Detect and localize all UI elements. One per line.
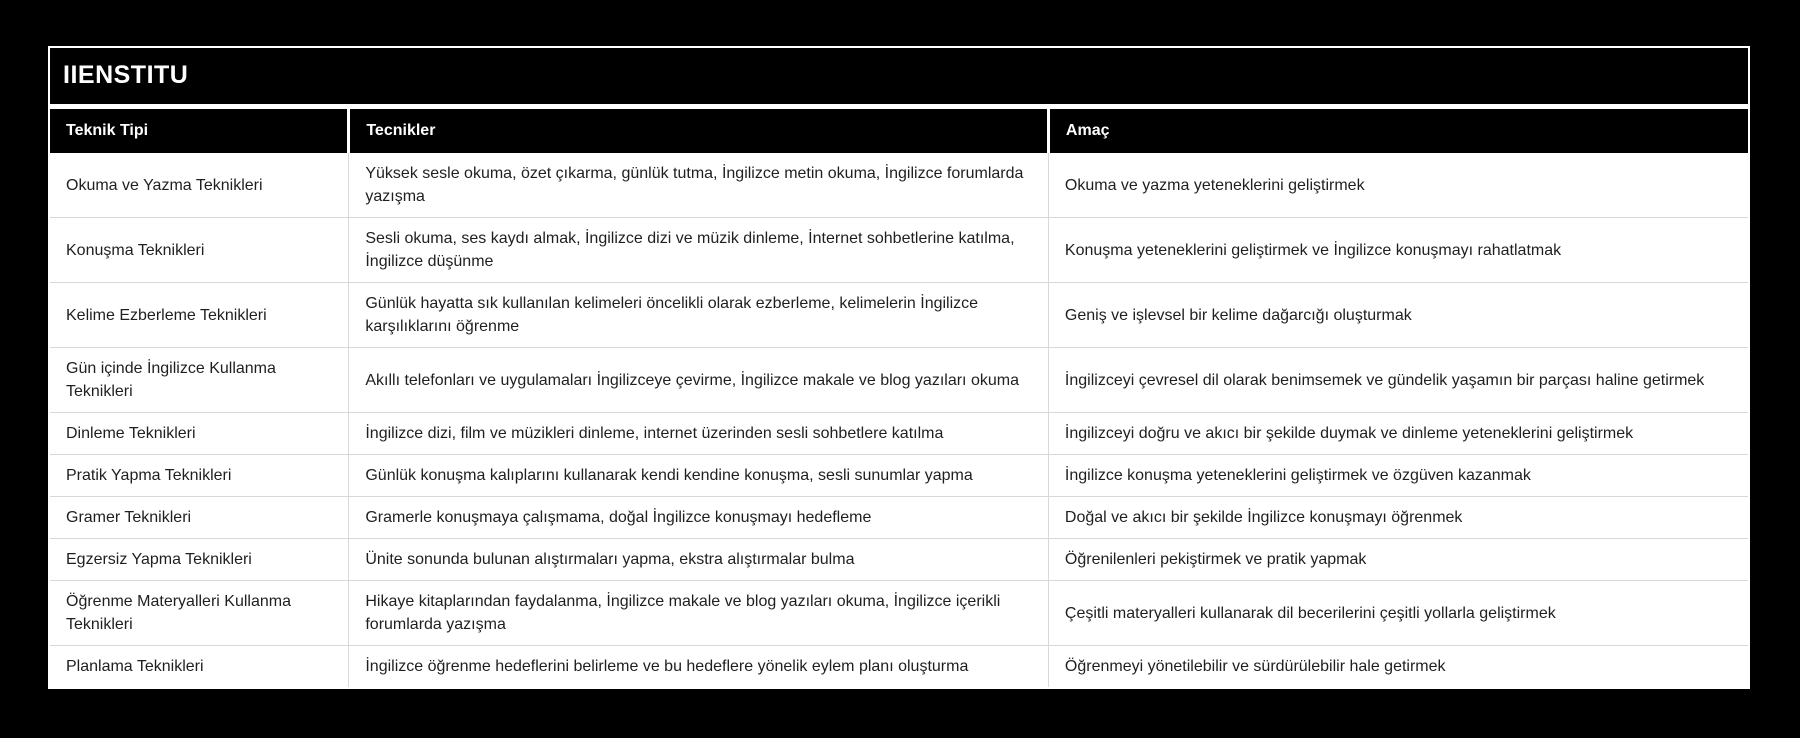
cell-technique-type: Öğrenme Materyalleri Kullanma Teknikleri (50, 580, 349, 646)
cell-techniques: Günlük hayatta sık kullanılan kelimeleri… (348, 282, 1049, 348)
cell-technique-type: Pratik Yapma Teknikleri (50, 454, 349, 497)
table-row: Gün içinde İngilizce Kullanma Teknikleri… (50, 347, 1748, 413)
table-row: Kelime Ezberleme Teknikleri Günlük hayat… (50, 282, 1748, 348)
table-row: Gramer Teknikleri Gramerle konuşmaya çal… (50, 496, 1748, 539)
cell-goal: Öğrenilenleri pekiştirmek ve pratik yapm… (1047, 538, 1748, 581)
table-row: Planlama Teknikleri İngilizce öğrenme he… (50, 645, 1748, 687)
cell-goal: Doğal ve akıcı bir şekilde İngilizce kon… (1047, 496, 1748, 539)
table-row: Konuşma Teknikleri Sesli okuma, ses kayd… (50, 217, 1748, 283)
cell-technique-type: Gün içinde İngilizce Kullanma Teknikleri (50, 347, 349, 413)
cell-techniques: Günlük konuşma kalıplarını kullanarak ke… (348, 454, 1049, 497)
cell-technique-type: Planlama Teknikleri (66, 658, 204, 675)
cell-techniques: Akıllı telefonları ve uygulamaları İngil… (348, 347, 1049, 413)
cell-goal: Okuma ve yazma yeteneklerini geliştirmek (1047, 153, 1748, 218)
table-body: Okuma ve Yazma Teknikleri Yüksek sesle o… (50, 153, 1748, 687)
column-header-teknik-tipi: Teknik Tipi (50, 109, 349, 153)
cell-goal: Çeşitli materyalleri kullanarak dil bece… (1047, 580, 1748, 646)
table-card: IIENSTITU Teknik Tipi Tecnikler Amaç Oku… (48, 46, 1750, 689)
cell-goal: Konuşma yeteneklerini geliştirmek ve İng… (1047, 217, 1748, 283)
header-row: Teknik Tipi Tecnikler Amaç (50, 109, 1748, 153)
table-row: Egzersiz Yapma Teknikleri Ünite sonunda … (50, 538, 1748, 581)
cell-technique-type: Konuşma Teknikleri (50, 217, 349, 283)
column-header-tecnikler: Tecnikler (347, 109, 1049, 153)
column-header-amac: Amaç (1046, 109, 1748, 153)
cell-goal: İngilizce konuşma yeteneklerini geliştir… (1047, 454, 1748, 497)
cell-goal: Öğrenmeyi yönetilebilir ve sürdürülebili… (1047, 645, 1748, 687)
cell-technique-type: Gramer Teknikleri (50, 496, 349, 539)
cell-goal: Geniş ve işlevsel bir kelime dağarcığı o… (1047, 282, 1748, 348)
techniques-table: Teknik Tipi Tecnikler Amaç Okuma ve Yazm… (50, 109, 1748, 687)
table-row: Pratik Yapma Teknikleri Günlük konuşma k… (50, 454, 1748, 497)
cell-technique-type: Okuma ve Yazma Teknikleri (50, 153, 349, 218)
brand-title-bar: IIENSTITU (50, 48, 1748, 104)
cell-technique-type: Dinleme Teknikleri (50, 412, 349, 455)
cell-technique-type: Egzersiz Yapma Teknikleri (50, 538, 349, 581)
cell-techniques: Sesli okuma, ses kaydı almak, İngilizce … (348, 217, 1049, 283)
cell-techniques: İngilizce öğrenme hedeflerini belirleme … (348, 645, 1049, 687)
cell-techniques: Yüksek sesle okuma, özet çıkarma, günlük… (348, 153, 1049, 218)
table-row: Dinleme Teknikleri İngilizce dizi, film … (50, 412, 1748, 455)
cell-goal: İngilizceyi doğru ve akıcı bir şekilde d… (1047, 412, 1748, 455)
cell-techniques: Hikaye kitaplarından faydalanma, İngiliz… (348, 580, 1049, 646)
cell-techniques: Ünite sonunda bulunan alıştırmaları yapm… (348, 538, 1049, 581)
cell-techniques: İngilizce dizi, film ve müzikleri dinlem… (348, 412, 1049, 455)
cell-goal: İngilizceyi çevresel dil olarak benimsem… (1047, 347, 1748, 413)
cell-technique-type: Kelime Ezberleme Teknikleri (50, 282, 349, 348)
brand-title: IIENSTITU (63, 61, 189, 89)
table-row: Okuma ve Yazma Teknikleri Yüksek sesle o… (50, 153, 1748, 218)
cell-techniques: Gramerle konuşmaya çalışmama, doğal İngi… (348, 496, 1049, 539)
table-row: Öğrenme Materyalleri Kullanma Teknikleri… (50, 580, 1748, 646)
